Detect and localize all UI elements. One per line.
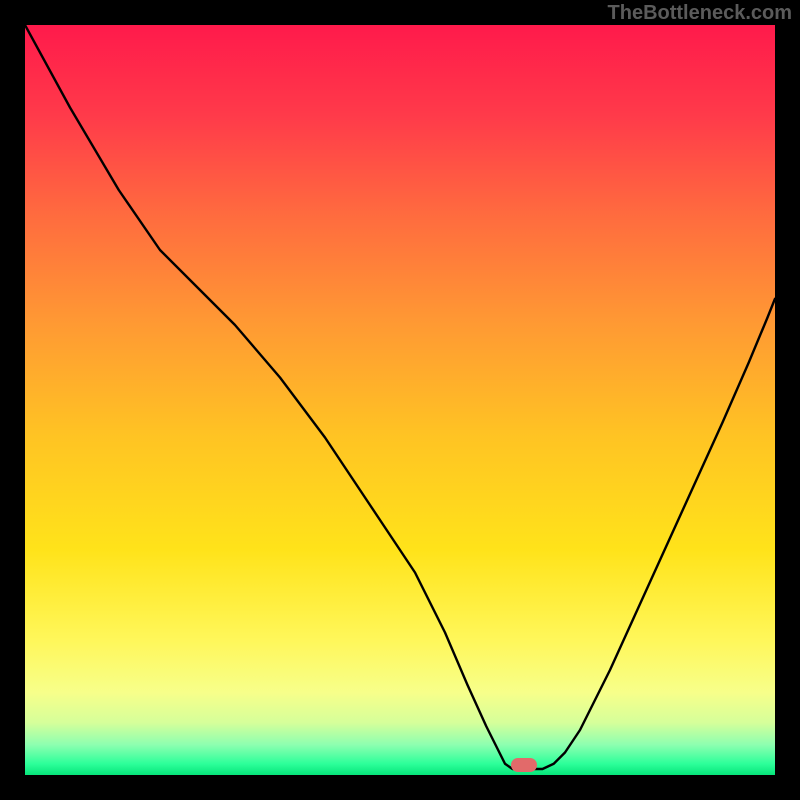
outer-frame: TheBottleneck.com [0, 0, 800, 800]
chart-svg [25, 25, 775, 775]
watermark-text: TheBottleneck.com [608, 2, 792, 25]
gradient-background [25, 25, 775, 775]
plot-area [25, 25, 775, 775]
selected-point-marker [511, 758, 537, 772]
